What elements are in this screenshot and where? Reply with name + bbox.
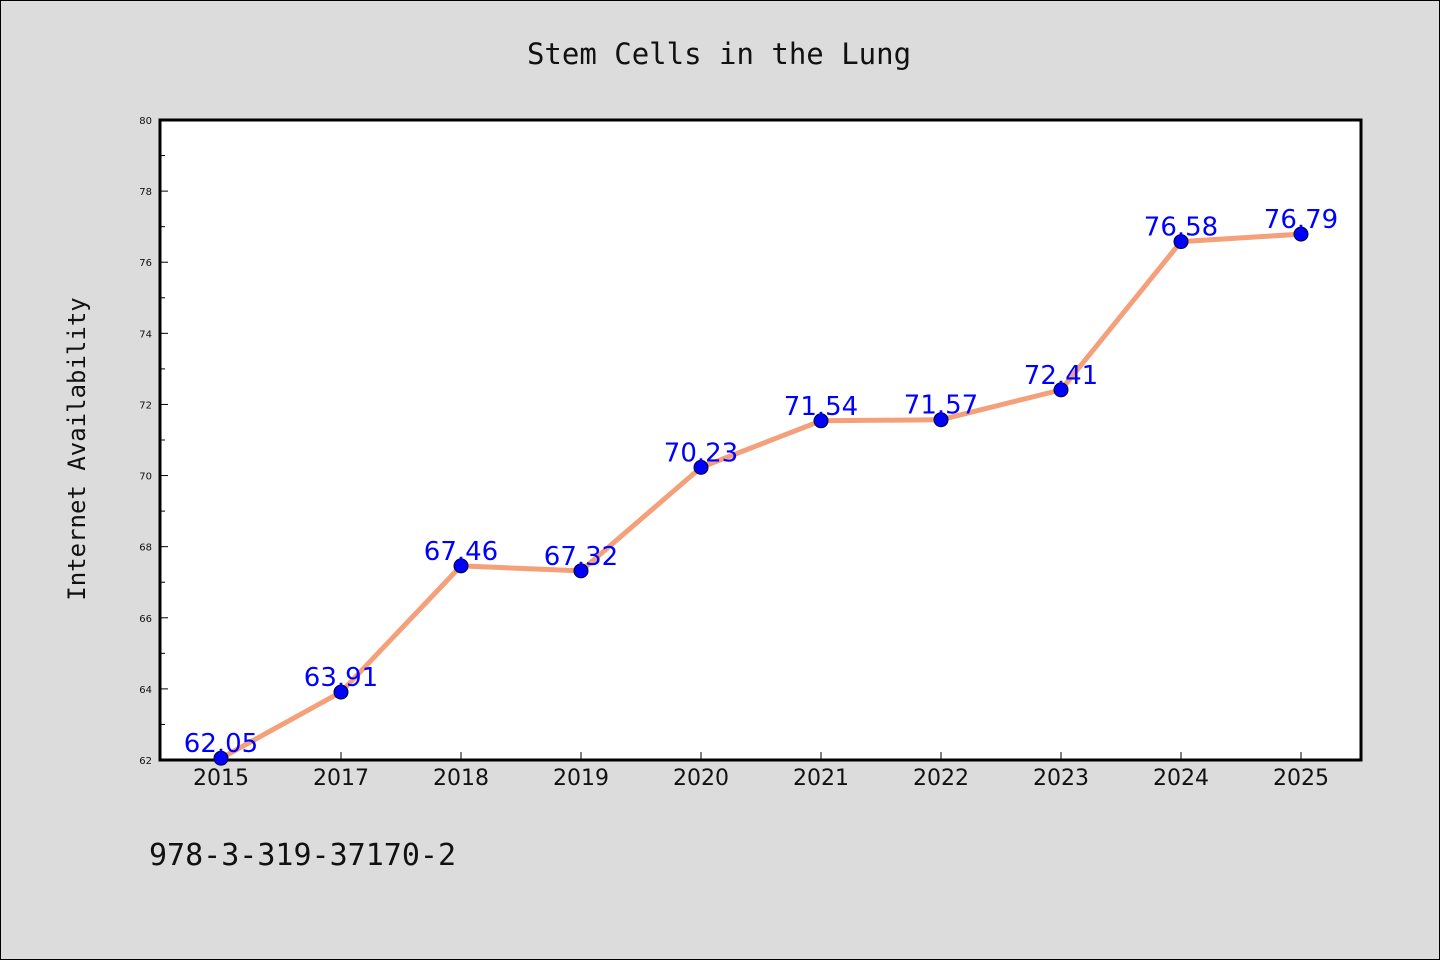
data-label: 71.57 (904, 391, 978, 421)
x-tick-label: 2024 (1153, 766, 1209, 791)
data-point (453, 558, 469, 574)
plot-area (158, 118, 1363, 762)
y-tick-label: 66 (139, 614, 152, 625)
y-tick-label: 72 (139, 400, 152, 411)
x-tick-label: 2020 (673, 766, 729, 791)
data-label: 70.23 (664, 438, 738, 468)
data-point (213, 750, 229, 766)
x-axis-ticks: 2015 2017 2018 2019 2020 2021 2022 2023 2024 2025 (193, 752, 1329, 791)
data-markers (213, 226, 1309, 766)
chart-title: Stem Cells in the Lung (527, 37, 911, 71)
y-tick-label: 62 (139, 756, 152, 767)
data-point (573, 563, 589, 579)
data-labels: 62.05 63.91 67.46 67.32 70.23 71.54 71.57 72.41… (184, 205, 1338, 759)
series-line-group (218, 231, 1304, 761)
data-point (813, 413, 829, 429)
y-tick-label: 74 (139, 329, 152, 340)
data-label: 71.54 (784, 392, 858, 422)
data-label: 76.79 (1264, 205, 1338, 235)
data-label: 62.05 (184, 729, 258, 759)
data-point (933, 412, 949, 428)
x-tick-label: 2025 (1273, 766, 1329, 791)
data-label: 67.46 (424, 537, 498, 567)
y-axis-ticks: 62 64 66 68 70 72 74 76 78 80 (139, 116, 168, 767)
x-tick-label: 2022 (913, 766, 969, 791)
y-tick-label: 68 (139, 543, 152, 554)
y-tick-label: 78 (139, 187, 152, 198)
y-tick-label: 64 (139, 685, 152, 696)
data-point (333, 684, 349, 700)
data-point (1293, 226, 1309, 242)
data-point (693, 459, 709, 475)
y-tick-label: 80 (139, 116, 152, 127)
y-axis-label: Internet Availability (63, 297, 91, 600)
isbn-annotation: 978-3-319-37170-2 (149, 838, 456, 873)
x-tick-label: 2017 (313, 766, 369, 791)
x-tick-label: 2019 (553, 766, 609, 791)
series-line (218, 231, 1304, 761)
x-tick-label: 2018 (433, 766, 489, 791)
y-tick-label: 70 (139, 472, 152, 483)
x-tick-label: 2015 (193, 766, 249, 791)
data-label: 72.41 (1024, 361, 1098, 391)
x-tick-label: 2023 (1033, 766, 1089, 791)
data-label: 76.58 (1144, 213, 1218, 243)
data-point (1053, 382, 1069, 398)
data-point (1173, 234, 1189, 250)
y-tick-label: 76 (139, 258, 152, 269)
data-label: 67.32 (544, 542, 618, 572)
data-label: 63.91 (304, 663, 378, 693)
x-tick-label: 2021 (793, 766, 849, 791)
